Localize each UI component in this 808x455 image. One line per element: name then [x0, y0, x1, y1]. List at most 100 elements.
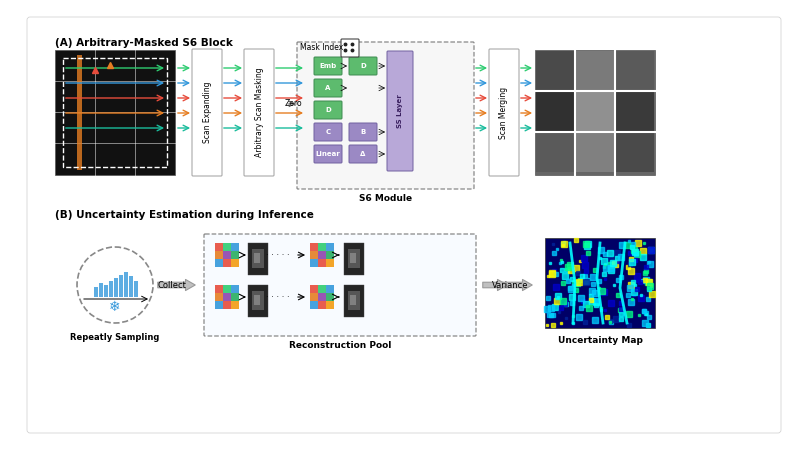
Bar	[348, 249, 360, 268]
Bar	[310, 259, 318, 267]
Bar	[223, 251, 231, 259]
Text: Uncertainty Map: Uncertainty Map	[558, 336, 642, 345]
Bar	[318, 293, 326, 301]
Text: · · · · ·: · · · · ·	[266, 251, 290, 259]
Bar	[215, 293, 223, 301]
Text: Scan Expanding: Scan Expanding	[203, 82, 212, 143]
Bar	[545, 238, 655, 328]
Bar	[310, 243, 318, 251]
Bar	[344, 243, 364, 275]
Bar	[326, 301, 334, 308]
Bar	[254, 253, 260, 263]
Bar	[231, 285, 238, 293]
Bar	[223, 301, 231, 308]
Text: S6 Module: S6 Module	[359, 194, 412, 203]
Bar	[231, 293, 238, 301]
Text: ❄: ❄	[109, 300, 121, 314]
Bar	[113, 278, 118, 297]
Bar	[326, 285, 334, 293]
Bar	[223, 259, 231, 267]
Bar	[128, 276, 133, 297]
Text: A: A	[326, 85, 330, 91]
Bar	[616, 51, 654, 90]
Bar	[254, 295, 260, 305]
Text: Scan Merging: Scan Merging	[499, 86, 508, 139]
Bar	[616, 92, 654, 131]
FancyBboxPatch shape	[27, 17, 781, 433]
FancyArrowPatch shape	[498, 279, 532, 291]
Bar	[318, 259, 326, 267]
FancyBboxPatch shape	[314, 79, 342, 97]
Text: Emb: Emb	[319, 63, 337, 69]
Bar	[55, 50, 175, 175]
Text: Arbitrary Scan Masking: Arbitrary Scan Masking	[255, 68, 263, 157]
Bar	[108, 281, 113, 297]
FancyBboxPatch shape	[244, 49, 274, 176]
FancyBboxPatch shape	[349, 57, 377, 75]
Bar	[310, 301, 318, 308]
Text: Variance: Variance	[492, 280, 528, 289]
Text: Δ: Δ	[360, 151, 366, 157]
Bar	[318, 243, 326, 251]
Bar	[248, 285, 268, 317]
Text: Repeatly Sampling: Repeatly Sampling	[70, 333, 160, 342]
Bar	[318, 251, 326, 259]
Bar	[576, 92, 614, 131]
Bar	[94, 287, 98, 297]
Bar	[252, 291, 264, 310]
Bar	[215, 251, 223, 259]
FancyBboxPatch shape	[204, 234, 476, 336]
Bar	[231, 251, 238, 259]
FancyBboxPatch shape	[314, 101, 342, 119]
FancyBboxPatch shape	[387, 51, 413, 171]
Text: D: D	[325, 107, 330, 113]
Bar	[318, 285, 326, 293]
Text: Zero: Zero	[285, 100, 303, 108]
Text: SS Layer: SS Layer	[397, 94, 403, 128]
Bar	[326, 251, 334, 259]
FancyBboxPatch shape	[297, 42, 474, 189]
Bar	[326, 259, 334, 267]
Bar	[133, 281, 138, 297]
Text: (B) Uncertainty Estimation during Inference: (B) Uncertainty Estimation during Infere…	[55, 210, 314, 220]
Bar	[350, 295, 356, 305]
Bar	[223, 243, 231, 251]
Bar	[77, 55, 82, 170]
Bar	[248, 243, 268, 275]
FancyBboxPatch shape	[349, 123, 377, 141]
FancyBboxPatch shape	[192, 49, 222, 176]
Text: B: B	[360, 129, 366, 135]
Bar	[310, 251, 318, 259]
Text: Linear: Linear	[316, 151, 340, 157]
Text: Collect: Collect	[158, 280, 187, 289]
Bar	[348, 291, 360, 310]
Bar	[119, 274, 123, 297]
Bar	[215, 285, 223, 293]
Text: Reconstruction Pool: Reconstruction Pool	[288, 341, 391, 350]
Bar	[310, 285, 318, 293]
Text: C: C	[326, 129, 330, 135]
Bar	[344, 285, 364, 317]
Bar	[215, 243, 223, 251]
Bar	[124, 272, 128, 297]
Bar	[223, 285, 231, 293]
Bar	[223, 293, 231, 301]
Bar	[536, 92, 574, 131]
Bar	[535, 50, 655, 175]
Bar	[310, 293, 318, 301]
Bar	[576, 133, 614, 172]
FancyBboxPatch shape	[489, 49, 519, 176]
Bar	[326, 243, 334, 251]
Bar	[215, 301, 223, 308]
Bar	[576, 51, 614, 90]
Bar	[350, 253, 356, 263]
Text: Mask Index:: Mask Index:	[300, 43, 346, 52]
FancyBboxPatch shape	[349, 145, 377, 163]
FancyArrowPatch shape	[158, 279, 196, 291]
Bar	[63, 58, 167, 167]
Bar	[536, 133, 574, 172]
Bar	[99, 283, 103, 297]
Text: · · · · ·: · · · · ·	[266, 293, 290, 302]
Bar	[103, 284, 108, 297]
Bar	[215, 259, 223, 267]
